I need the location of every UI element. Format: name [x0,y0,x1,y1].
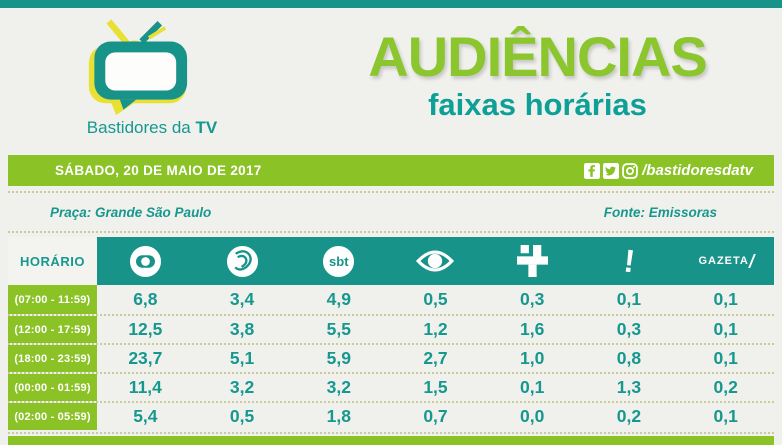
rating-value-globo: 12,5 [128,319,163,339]
rating-value-band: 0,7 [423,406,448,426]
date-label: SÁBADO, 20 DE MAIO DE 2017 [55,163,262,178]
gazeta-label: Gazeta [698,255,749,267]
brand-logo: Bastidores da TV [38,16,238,138]
rating-value-redetv: 0,1 [616,289,642,309]
top-accent-bar [0,0,782,8]
network-logo-globo [97,237,194,285]
social-links: /bastidoresdatv [584,162,753,179]
rating-value-redetv: 0,8 [616,348,642,368]
bottom-dotted-divider [8,432,774,434]
ratings-table: HORÁRIO SBT [8,237,774,430]
cultura-cross-icon [516,245,548,277]
time-slot-label: (02:00 - 05:59) [8,403,97,430]
rating-value-band: 0,5 [423,289,448,309]
page-title: AUDIÊNCIAS [368,25,707,88]
rating-value-gazeta: 0,1 [713,319,738,339]
brand-name: Bastidores da TV [38,118,238,138]
rating-value-sbt: 1,8 [326,406,351,426]
rating-value-cultura: 0,0 [520,406,545,426]
instagram-icon[interactable] [622,162,638,179]
band-eye-icon [416,250,455,272]
rating-value-sbt: 5,9 [326,348,351,368]
rating-value-record: 3,8 [229,319,255,339]
time-slot-label: (18:00 - 23:59) [8,345,97,372]
network-logo-band [387,237,484,285]
tv-logo-icon [88,19,188,116]
rating-value-redetv: 0,3 [616,319,642,339]
rating-value-gazeta: 0,1 [713,348,738,368]
sbt-icon [323,245,355,277]
table-row: (02:00 - 05:59) 5,4 0,5 1,8 0,7 0,0 0,2 0,1 [8,401,774,430]
network-logo-redetv: ! [580,237,678,285]
network-logo-sbt: SBT [290,237,388,285]
brand-name-bold: TV [195,118,218,137]
title-block: AUDIÊNCIAS faixas horárias [310,25,765,123]
record-icon [226,245,258,277]
time-slot-label: (12:00 - 17:59) [8,316,97,343]
rating-value-cultura: 0,3 [520,289,545,309]
rating-value-gazeta: 0,1 [713,406,738,426]
table-row: (07:00 - 11:59) 6,8 3,4 4,9 0,5 0,3 0,1 0,1 [8,285,774,314]
rating-value-globo: 6,8 [133,289,158,309]
rating-value-gazeta: 0,1 [713,289,738,309]
time-slot-label: (07:00 - 11:59) [8,285,97,314]
table-row: (18:00 - 23:59) 23,7 5,1 5,9 2,7 1,0 0,8 0,1 [8,343,774,372]
twitter-icon[interactable] [603,162,620,179]
horario-header: HORÁRIO [8,237,97,285]
rating-value-record: 0,5 [229,406,255,426]
rating-value-sbt: 3,2 [326,377,351,397]
network-logo-record [193,237,291,285]
rating-value-cultura: 1,0 [520,348,545,368]
rating-value-cultura: 0,1 [520,377,545,397]
rating-value-record: 5,1 [229,348,255,368]
time-slot-label: (00:00 - 01:59) [8,374,97,401]
page-subtitle: faixas horárias [428,86,647,122]
brand-name-regular: Bastidores da [86,118,191,137]
rating-value-band: 2,7 [423,348,448,368]
date-bar: SÁBADO, 20 DE MAIO DE 2017 /bastidoresda… [8,155,774,186]
table-body: (07:00 - 11:59) 6,8 3,4 4,9 0,5 0,3 0,1 0,1 (12:… [8,285,774,430]
rating-value-redetv: 0,2 [616,406,642,426]
table-row: (00:00 - 01:59) 11,4 3,2 3,2 1,5 0,1 1,3 0,2 [8,372,774,401]
rating-value-globo: 11,4 [128,377,162,397]
rating-value-gazeta: 0,2 [713,377,738,397]
rating-value-record: 3,4 [229,289,255,309]
rating-value-sbt: 5,5 [326,319,351,339]
rating-value-band: 1,5 [423,377,448,397]
table-header: HORÁRIO SBT [8,237,774,285]
redetv-exclamation-icon: ! [621,242,637,280]
sbt-label: SBT [329,253,349,269]
network-logo-gazeta: Gazeta [677,237,774,285]
source-label: Fonte: Emissoras [603,204,717,220]
globo-icon [129,245,161,277]
rating-value-record: 3,2 [229,377,255,397]
social-handle[interactable]: /bastidoresdatv [642,162,753,179]
network-logo-cultura [483,237,581,285]
market-label: Praça: Grande São Paulo [50,204,212,220]
facebook-icon[interactable] [584,162,601,179]
gazeta-icon: Gazeta [698,254,756,268]
rating-value-cultura: 1,6 [520,319,545,339]
bottom-accent-bar [8,436,774,445]
info-bar: Praça: Grande São Paulo Fonte: Emissoras [8,191,774,233]
gazeta-slash [748,254,756,268]
rating-value-band: 1,2 [423,319,448,339]
rating-value-globo: 23,7 [128,348,163,368]
table-row: (12:00 - 17:59) 12,5 3,8 5,5 1,2 1,6 0,3 0,1 [8,314,774,343]
rating-value-redetv: 1,3 [616,377,642,397]
rating-value-globo: 5,4 [133,406,158,426]
rating-value-sbt: 4,9 [326,289,351,309]
